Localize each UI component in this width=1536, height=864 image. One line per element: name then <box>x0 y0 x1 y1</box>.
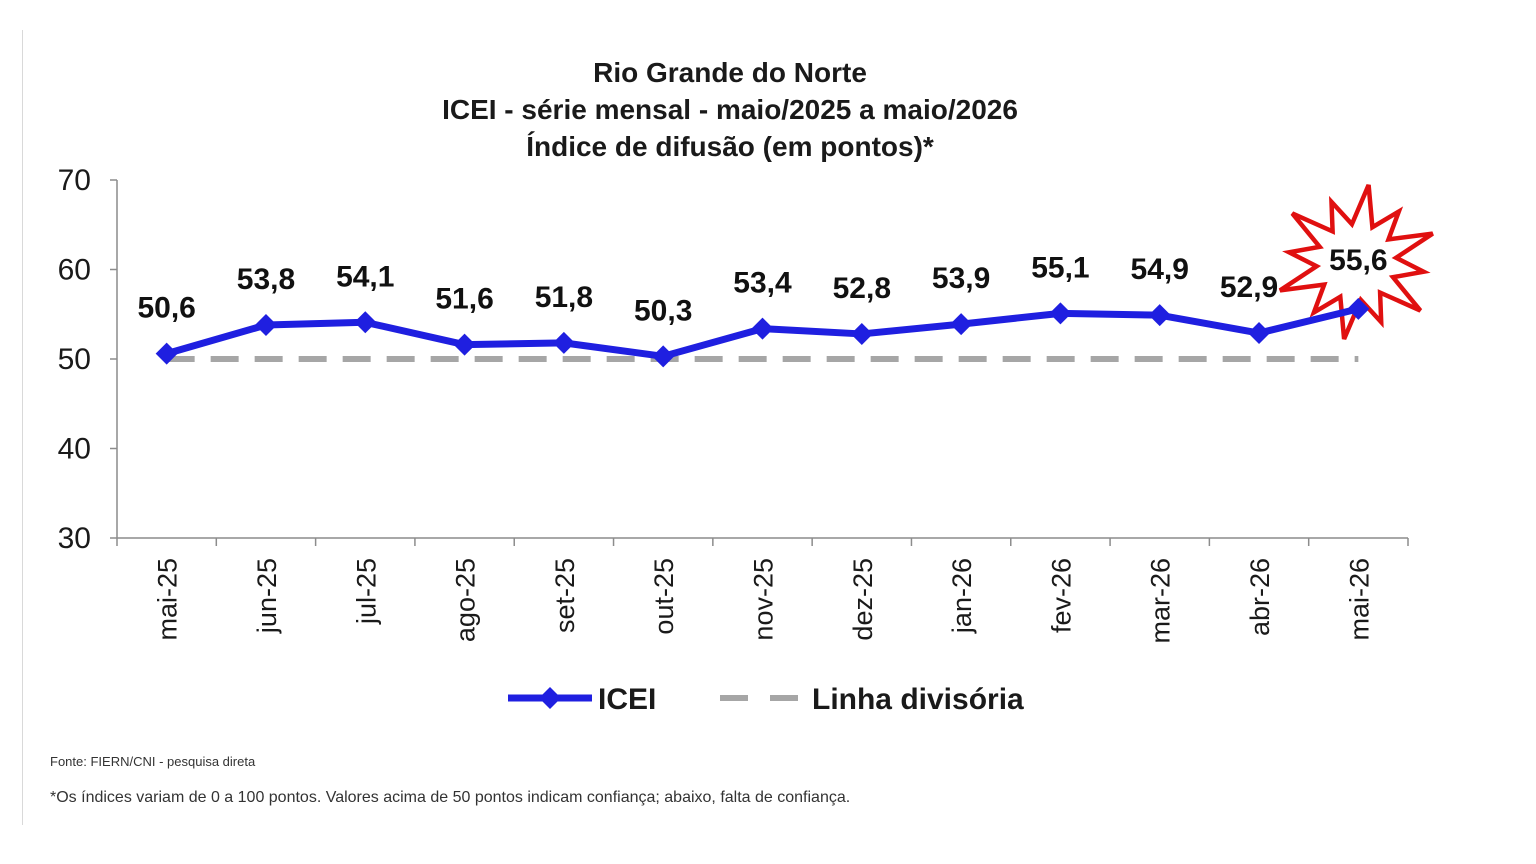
x-tick-label: fev-26 <box>1046 558 1076 633</box>
data-label: 50,3 <box>634 294 692 327</box>
y-tick-label: 50 <box>58 343 91 376</box>
legend-icei-label: ICEI <box>598 683 656 716</box>
chart-title-line-2: ICEI - série mensal - maio/2025 a maio/2… <box>442 94 1018 125</box>
data-label: 52,8 <box>833 272 891 305</box>
x-tick-label: dez-25 <box>848 558 878 641</box>
footnote: *Os índices variam de 0 a 100 pontos. Va… <box>50 789 851 806</box>
x-tick-label: set-25 <box>550 558 580 633</box>
icei-point-marker <box>751 317 774 340</box>
starburst-shape <box>1278 184 1434 340</box>
icei-point-marker <box>254 313 277 336</box>
chart-title-line-3: Índice de difusão (em pontos)* <box>526 131 934 162</box>
chart-title-line-1: Rio Grande do Norte <box>593 57 867 88</box>
x-tick-label: out-25 <box>649 558 679 635</box>
data-label: 54,9 <box>1131 253 1189 286</box>
page-left-rule <box>22 30 23 825</box>
x-tick-label: abr-26 <box>1245 558 1275 636</box>
icei-point-marker <box>155 342 178 365</box>
chart-axes: 30 40 50 60 70 mai-25 jun-25 jul-25 ago-25 set-25… <box>58 164 1409 644</box>
data-labels: 50,6 53,8 54,1 51,6 51,8 50,3 53,4 52,8 53,9 55,1… <box>137 244 1387 327</box>
data-label: 54,1 <box>336 260 394 293</box>
x-tick-label: jun-25 <box>252 558 282 634</box>
y-tick-label: 40 <box>58 433 91 466</box>
y-tick-label: 70 <box>58 164 91 197</box>
icei-point-marker <box>1248 322 1271 345</box>
chart-legend: ICEI Linha divisória <box>508 683 1024 716</box>
highlight-starburst <box>1278 184 1434 340</box>
data-label: 55,1 <box>1031 251 1089 284</box>
icei-point-marker <box>1347 297 1370 320</box>
data-label: 53,8 <box>237 263 295 296</box>
data-label: 53,9 <box>932 262 990 295</box>
data-label: 53,4 <box>733 267 792 300</box>
icei-point-marker <box>1148 304 1171 327</box>
icei-point-marker <box>354 311 377 334</box>
x-tick-label: nov-25 <box>749 558 779 641</box>
icei-point-marker <box>850 322 873 345</box>
x-tick-label: mai-25 <box>153 558 183 641</box>
data-label: 50,6 <box>137 292 195 325</box>
legend-icei-swatch-marker <box>539 687 561 709</box>
x-tick-label: jan-26 <box>947 558 977 634</box>
chart-marks <box>155 297 1370 368</box>
data-label: 52,9 <box>1220 271 1278 304</box>
icei-point-marker <box>950 313 973 336</box>
icei-point-marker <box>453 333 476 356</box>
x-tick-label: mai-26 <box>1344 558 1374 641</box>
y-tick-label: 60 <box>58 254 91 287</box>
icei-point-marker <box>1049 302 1072 325</box>
data-label: 55,6 <box>1329 244 1387 277</box>
y-tick-label: 30 <box>58 522 91 555</box>
source-note: Fonte: FIERN/CNI - pesquisa direta <box>50 754 256 769</box>
x-tick-label: jul-25 <box>351 558 381 625</box>
icei-point-marker <box>552 331 575 354</box>
x-tick-label: mar-26 <box>1146 558 1176 644</box>
chart-title: Rio Grande do Norte ICEI - série mensal … <box>330 54 1130 165</box>
data-label: 51,8 <box>535 281 593 314</box>
x-tick-label: ago-25 <box>451 558 481 642</box>
icei-point-marker <box>652 345 675 368</box>
legend-divider-label: Linha divisória <box>812 683 1024 716</box>
data-label: 51,6 <box>435 283 493 316</box>
